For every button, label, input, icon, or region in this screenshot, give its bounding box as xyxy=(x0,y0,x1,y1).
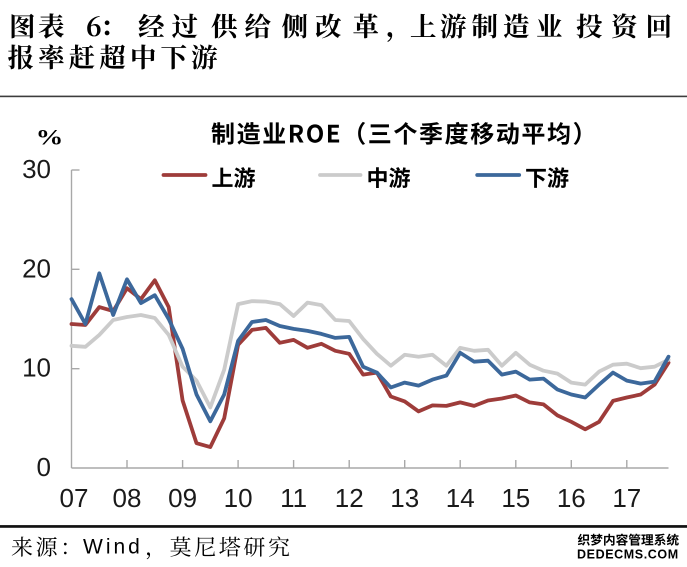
svg-text:07: 07 xyxy=(60,483,89,513)
svg-text:DEDECMS.COM: DEDECMS.COM xyxy=(577,548,679,562)
svg-text:11: 11 xyxy=(280,483,307,513)
svg-text:08: 08 xyxy=(113,483,142,513)
svg-text:17: 17 xyxy=(612,483,641,513)
svg-text:%: % xyxy=(36,126,64,150)
svg-text:30: 30 xyxy=(22,154,51,184)
svg-text:10: 10 xyxy=(224,483,253,513)
svg-text:16: 16 xyxy=(557,483,586,513)
svg-text:15: 15 xyxy=(501,483,530,513)
svg-text:09: 09 xyxy=(168,483,197,513)
svg-text:0: 0 xyxy=(37,452,51,482)
svg-text:10: 10 xyxy=(22,353,51,383)
svg-text:14: 14 xyxy=(446,483,475,513)
svg-text:20: 20 xyxy=(22,253,51,283)
svg-text:12: 12 xyxy=(335,483,364,513)
svg-text:13: 13 xyxy=(390,483,419,513)
svg-text:Wind: Wind xyxy=(83,536,143,559)
